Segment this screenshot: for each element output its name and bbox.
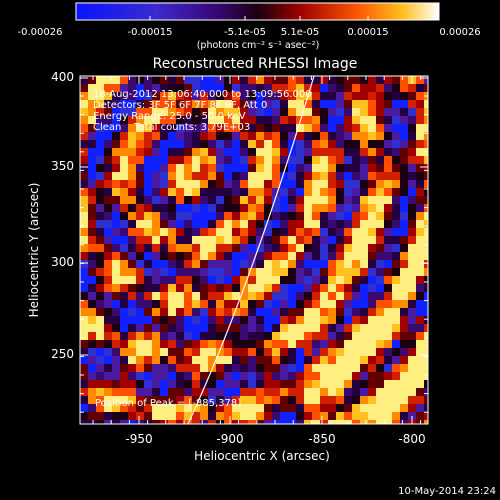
x-tick-label: -900 bbox=[216, 432, 243, 446]
y-tick-label: 250 bbox=[51, 347, 74, 361]
y-tick-label: 400 bbox=[51, 70, 74, 84]
y-axis-title: Heliocentric Y (arcsec) bbox=[27, 183, 41, 318]
colorbar-ticks bbox=[149, 16, 369, 20]
colorbar-tick-label: -0.00026 bbox=[18, 27, 63, 38]
colorbar-unit-label: (photons cm⁻² s⁻¹ asec⁻²) bbox=[197, 40, 320, 51]
colorbar-tick-label: 5.1e-05 bbox=[281, 27, 319, 38]
x-tick-label: -850 bbox=[308, 432, 335, 446]
plot-annotations: 18-Aug-2012 13:06:40.000 to 13:09:56.000… bbox=[93, 89, 312, 409]
annotation-energy-range: Energy Range: 25.0 - 50.0 keV bbox=[93, 111, 246, 122]
colorbar-tick-label: 0.00015 bbox=[347, 27, 388, 38]
colorbar-tick-label: -0.00015 bbox=[128, 27, 173, 38]
colorbar: -0.00026 -0.00015 -5.1e-05 5.1e-05 0.000… bbox=[18, 2, 481, 51]
axis-ticks bbox=[80, 76, 428, 424]
solar-limb bbox=[187, 76, 315, 424]
y-tick-label: 300 bbox=[51, 255, 74, 269]
annotation-clean-counts: Clean Total counts: 3.79E+03 bbox=[93, 122, 250, 133]
annotation-peak-position: Position of Peak = [-885,378] bbox=[95, 398, 241, 409]
annotation-time-range: 18-Aug-2012 13:06:40.000 to 13:09:56.000 bbox=[93, 89, 312, 100]
colorbar-gradient bbox=[75, 2, 440, 21]
x-axis-title: Heliocentric X (arcsec) bbox=[194, 449, 330, 463]
footer-date: 10-May-2014 23:24 bbox=[398, 486, 496, 497]
y-tick-label: 350 bbox=[51, 159, 74, 173]
x-tick-label: -950 bbox=[125, 432, 152, 446]
image-pixels bbox=[80, 76, 428, 424]
colorbar-tick-label: -5.1e-05 bbox=[224, 27, 266, 38]
x-tick-label: -800 bbox=[398, 432, 425, 446]
plot-title: Reconstructed RHESSI Image bbox=[153, 56, 358, 72]
image-area bbox=[80, 76, 428, 424]
colorbar-tick-label: 0.00026 bbox=[439, 27, 480, 38]
plot-frame bbox=[79, 75, 429, 425]
annotation-detectors: Detectors: 3F 5F 6F 7F 8F 9F, Att 0 bbox=[93, 100, 267, 111]
